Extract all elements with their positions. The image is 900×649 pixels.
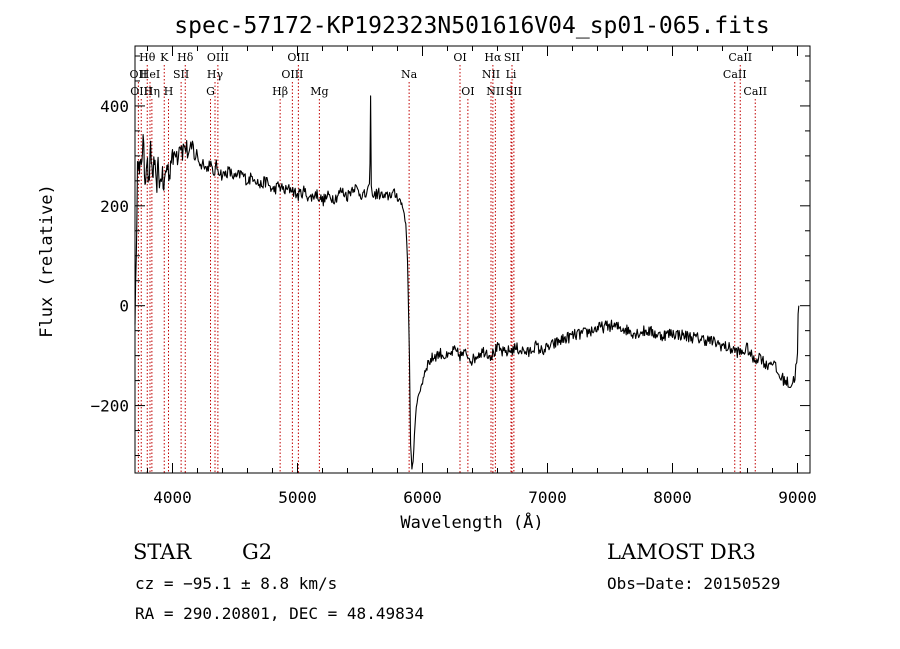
x-tick-label-4: 8000 [653,488,692,507]
line-marker-label-18: OI [461,85,474,98]
series-line-0 [134,95,800,470]
x-tick-label-0: 4000 [153,488,192,507]
obs-date-text: Obs−Date: 20150529 [607,574,781,593]
y-tick-label-2: 200 [100,197,129,216]
tick-layer: 4000 5000 6000 7000 8000 9000 −200 0 200 400 [90,46,817,507]
line-marker-label-6: H [164,85,174,98]
line-marker-label-19: Hα [484,51,502,64]
plot-frame [134,45,811,474]
line-marker-label-2: OIII [130,85,152,98]
line-marker-label-22: Li [506,68,517,81]
y-tick-label-3: 400 [100,97,129,116]
line-marker-label-0: Hθ [139,51,156,64]
line-marker-label-12: Hβ [272,85,288,98]
line-marker-label-14: OIII [281,68,303,81]
line-marker-label-24: SII [506,85,522,98]
chart-title: spec-57172-KP192323N501616V04_sp01-065.f… [174,13,769,39]
line-marker-label-11: G [206,85,215,98]
x-tick-label-3: 7000 [528,488,567,507]
line-marker-label-26: CaII [723,68,747,81]
line-marker-label-16: Na [401,68,418,81]
line-marker-label-4: Hη [144,85,160,98]
line-marker-label-21: NII [482,68,500,81]
series-layer [134,95,800,470]
y-tick-label-1: 0 [119,297,129,316]
object-subclass: G2 [242,540,273,564]
y-axis-label: Flux (relative) [37,184,57,338]
line-marker-label-9: OIII [207,51,229,64]
line-marker-label-15: Mg [310,85,328,98]
survey-name: LAMOST DR3 [607,540,756,564]
line-marker-label-5: K [160,51,169,64]
line-marker-label-25: CaII [728,51,752,64]
line-marker-label-13: OIII [287,51,309,64]
y-tick-label-0: −200 [90,397,129,416]
coordinates-text: RA = 290.20801, DEC = 48.49834 [135,604,424,623]
line-marker-label-10: Hγ [207,68,224,81]
line-marker-label-23: NII [486,85,504,98]
x-tick-label-2: 6000 [403,488,442,507]
line-marker-layer: Hθ OII OIII HeI Hη K H Hδ SII OIII Hγ G Hβ OIII OIII Mg… [130,51,767,473]
line-marker-label-7: Hδ [177,51,194,64]
object-class: STAR [133,540,192,564]
velocity-text: cz = −95.1 ± 8.8 km/s [135,574,338,593]
line-marker-label-17: OI [453,51,466,64]
line-marker-label-3: HeI [140,68,160,81]
x-axis-label: Wavelength (Å) [400,511,543,533]
line-marker-label-20: SII [504,51,520,64]
line-marker-label-8: SII [173,68,189,81]
x-tick-label-5: 9000 [778,488,817,507]
line-marker-label-27: CaII [743,85,767,98]
line-marker-label-1: OII [130,68,148,81]
x-tick-label-1: 5000 [278,488,317,507]
